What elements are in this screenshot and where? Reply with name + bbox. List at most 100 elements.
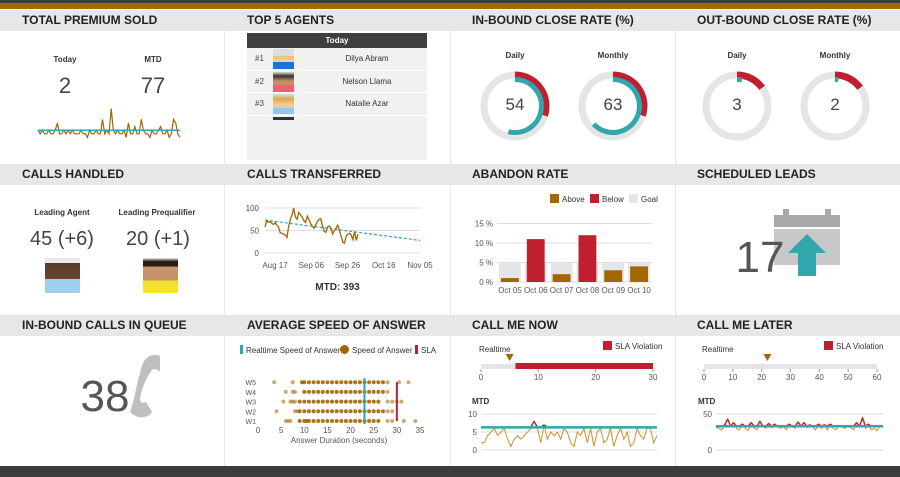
gauge-value: 3 bbox=[732, 95, 742, 114]
y-tick-label: W1 bbox=[246, 419, 257, 426]
agent-name: Natalie Azar bbox=[345, 99, 389, 108]
scatter-point bbox=[325, 380, 330, 385]
scatter-point bbox=[302, 380, 307, 385]
scatter-point bbox=[357, 380, 362, 385]
legend-realtime: Realtime Speed of Answer bbox=[240, 345, 340, 355]
scatter-point bbox=[316, 409, 321, 414]
x-tick-label: 25 bbox=[369, 426, 378, 435]
y-tick-label: 15 % bbox=[475, 220, 493, 229]
legend-swatch bbox=[603, 341, 612, 350]
legend-label: Speed of Answer bbox=[352, 346, 413, 355]
scatter-point bbox=[330, 419, 335, 423]
scatter-point bbox=[334, 389, 339, 394]
legend-label: Realtime Speed of Answer bbox=[246, 346, 341, 355]
today-label: Today bbox=[53, 55, 77, 64]
outbound-monthly-gauge bbox=[800, 71, 870, 141]
scatter-point bbox=[371, 380, 376, 385]
scatter-point bbox=[367, 380, 372, 385]
y-tick-label: 10 % bbox=[475, 239, 493, 248]
sla-violation-segment bbox=[861, 417, 867, 427]
panel-title-total-premium: TOTAL PREMIUM SOLD bbox=[0, 10, 225, 31]
scatter-point bbox=[371, 419, 376, 423]
scatter-point bbox=[311, 389, 316, 394]
scatter-point bbox=[281, 399, 286, 404]
legend-label: Above bbox=[562, 195, 585, 204]
legend-label: SLA Violation bbox=[615, 342, 663, 351]
legend-swatch bbox=[550, 194, 559, 203]
x-tick-label: 5 bbox=[279, 426, 284, 435]
scatter-point bbox=[320, 409, 325, 414]
scatter-point bbox=[371, 389, 376, 394]
x-axis-label: Answer Duration (seconds) bbox=[291, 436, 388, 445]
scatter-point bbox=[371, 409, 376, 414]
scatter-point bbox=[330, 409, 335, 414]
scatter-point bbox=[297, 409, 302, 414]
x-tick-label: Aug 17 bbox=[262, 261, 288, 270]
legend-goal: Goal bbox=[629, 194, 658, 204]
value-bar bbox=[630, 266, 648, 282]
scatter-point bbox=[302, 389, 307, 394]
scatter-point bbox=[376, 399, 381, 404]
scatter-point bbox=[325, 409, 330, 414]
x-tick-label: 10 bbox=[300, 426, 309, 435]
y-tick-label: W2 bbox=[246, 409, 257, 416]
panel-title-inbound-queue: IN-BOUND CALLS IN QUEUE bbox=[0, 315, 225, 336]
scatter-point bbox=[348, 409, 353, 414]
panel-title-inbound-close: IN-BOUND CLOSE RATE (%) bbox=[450, 10, 675, 31]
series-line bbox=[264, 207, 359, 245]
gauge-red-arc bbox=[736, 71, 765, 91]
y-tick-label: 0 % bbox=[479, 278, 493, 287]
table-row[interactable]: #2 Nelson Llama bbox=[247, 71, 427, 93]
call-me-later-chart: 0 10 20 30 40 50 60 0 50 bbox=[702, 354, 884, 455]
trend-line bbox=[264, 219, 421, 241]
calls-transferred-mtd: MTD: 393 bbox=[315, 282, 360, 293]
scatter-point bbox=[325, 389, 330, 394]
scatter-point bbox=[320, 419, 325, 423]
scatter-point bbox=[353, 399, 358, 404]
scatter-point bbox=[367, 419, 372, 423]
panel-title-top-agents: TOP 5 AGENTS bbox=[225, 10, 450, 31]
value-bar bbox=[526, 239, 545, 282]
gauge-value: 63 bbox=[603, 95, 623, 114]
scatter-point bbox=[339, 419, 344, 423]
top-agents-table: Today #1 Dilya Abram #2 Nelson Llama #3 Nat… bbox=[247, 33, 427, 160]
scatter-point bbox=[367, 409, 372, 414]
gauge-value: 2 bbox=[830, 95, 840, 114]
table-row[interactable]: #1 Dilya Abram bbox=[247, 48, 427, 71]
x-tick-label: Oct 10 bbox=[627, 286, 651, 295]
y-tick-label: W4 bbox=[246, 390, 257, 397]
scatter-point bbox=[385, 380, 390, 385]
scatter-point bbox=[325, 419, 330, 423]
mtd-label: MTD bbox=[698, 397, 716, 406]
scatter-point bbox=[376, 380, 381, 385]
realtime-marker bbox=[505, 354, 514, 361]
scatter-point bbox=[302, 399, 307, 404]
gauge-value: 54 bbox=[505, 95, 525, 114]
panel-title-call-me-now: CALL ME NOW bbox=[450, 315, 675, 336]
scatter-point bbox=[274, 409, 279, 414]
x-tick-label: 60 bbox=[873, 373, 882, 382]
y-tick-label: 5 % bbox=[479, 259, 493, 268]
today-value: 2 bbox=[58, 73, 72, 98]
x-tick-label: 0 bbox=[479, 373, 484, 382]
scatter-point bbox=[330, 380, 335, 385]
gauge-label: Monthly bbox=[819, 51, 851, 60]
leading-prequalifier-photo bbox=[143, 258, 178, 293]
scatter-point bbox=[334, 409, 339, 414]
scheduled-leads-value: 17 bbox=[735, 233, 785, 282]
scatter-point bbox=[325, 399, 330, 404]
sla-violation-segment bbox=[858, 417, 864, 427]
realtime-label: Realtime bbox=[479, 345, 511, 354]
legend-sla: SLA bbox=[415, 345, 436, 355]
phone-handset-icon bbox=[130, 354, 160, 418]
mtd-line bbox=[481, 420, 658, 448]
x-tick-label: Oct 09 bbox=[601, 286, 625, 295]
sparkline-line bbox=[37, 108, 181, 139]
table-row[interactable]: #3 Natalie Azar bbox=[247, 93, 427, 116]
y-tick-label: 0 bbox=[473, 446, 478, 455]
legend-above: Above bbox=[550, 194, 585, 204]
legend-swatch bbox=[240, 345, 243, 354]
table-header-today: Today bbox=[247, 33, 427, 48]
calendar-up-icon bbox=[774, 209, 840, 276]
scatter-point bbox=[283, 389, 288, 394]
